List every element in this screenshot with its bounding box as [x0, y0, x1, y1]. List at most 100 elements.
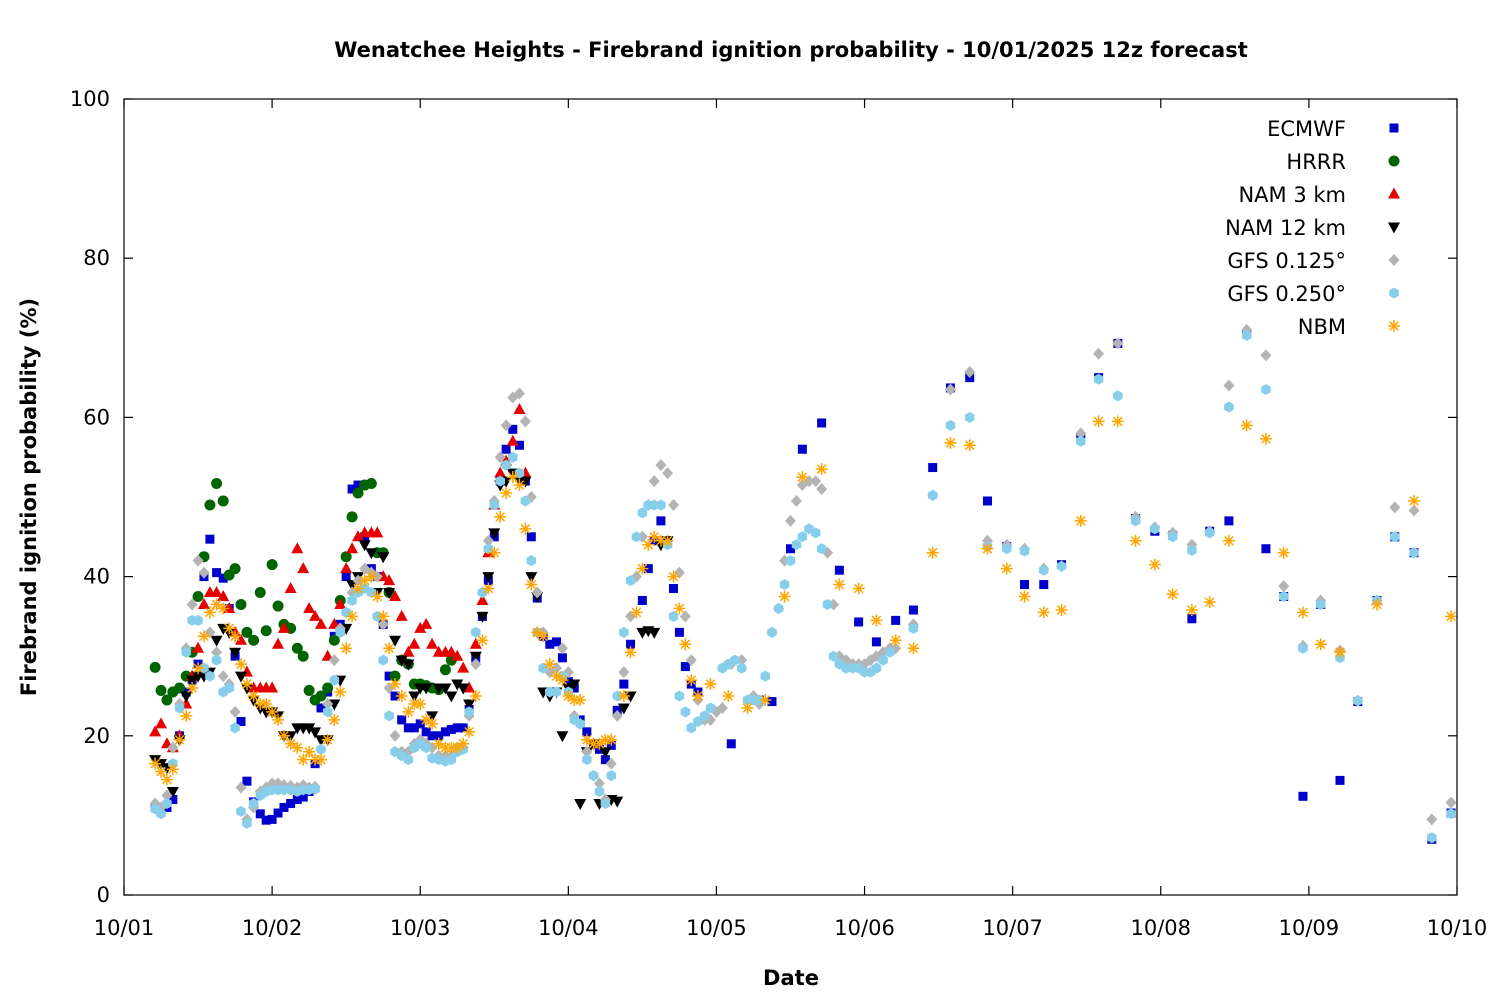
data-point [297, 650, 309, 662]
data-point [691, 690, 704, 702]
data-point [352, 530, 365, 542]
series-nam-3-km [149, 402, 532, 753]
data-point [452, 723, 462, 733]
data-point [575, 718, 585, 730]
data-point [309, 727, 322, 739]
data-point [366, 587, 377, 599]
data-point [543, 658, 556, 671]
data-point [871, 662, 882, 674]
data-point [1446, 808, 1456, 820]
data-point [773, 602, 784, 614]
data-point [427, 731, 437, 741]
data-point [963, 439, 976, 452]
data-point [611, 796, 624, 808]
data-point [525, 578, 538, 591]
data-point [519, 522, 532, 535]
data-point [303, 601, 316, 613]
y-tick-label: 80 [83, 246, 110, 270]
data-point [203, 606, 216, 619]
data-point [582, 754, 592, 766]
data-point [494, 466, 507, 478]
plot-frame [123, 98, 1458, 896]
data-point [229, 630, 242, 643]
data-point [674, 627, 684, 637]
legend-marker [1388, 187, 1400, 199]
data-point [432, 737, 445, 750]
data-point [403, 754, 414, 766]
data-point [810, 475, 822, 488]
data-point [797, 444, 807, 454]
data-point [1020, 580, 1030, 590]
data-point [1185, 604, 1198, 617]
data-point [489, 499, 500, 511]
data-point [605, 733, 618, 746]
data-point [726, 739, 736, 749]
data-point [174, 682, 186, 694]
x-tick-label: 10/02 [242, 916, 303, 940]
data-point [217, 495, 229, 507]
data-point [483, 543, 494, 555]
data-point [358, 574, 371, 587]
data-point [1224, 401, 1234, 413]
data-point [1260, 349, 1272, 362]
data-point [446, 754, 457, 766]
data-point [439, 683, 452, 695]
data-point [699, 710, 710, 722]
data-point [291, 542, 304, 554]
data-point [384, 671, 394, 681]
data-point [500, 419, 512, 432]
data-point [284, 731, 297, 743]
data-point [1130, 515, 1141, 527]
data-point [149, 661, 161, 673]
data-point [329, 674, 340, 686]
data-point [600, 755, 610, 765]
data-point [1241, 329, 1252, 341]
data-point [538, 662, 548, 674]
data-point [1039, 580, 1049, 590]
data-point [451, 679, 464, 691]
data-point [365, 570, 378, 583]
data-point [463, 725, 476, 738]
data-point [211, 654, 222, 666]
data-point [1427, 832, 1437, 844]
data-point [891, 615, 901, 625]
data-point [778, 590, 791, 603]
data-point [667, 498, 679, 511]
data-point [266, 681, 279, 693]
data-point [149, 725, 162, 737]
data-point [1389, 501, 1401, 514]
data-point [358, 540, 371, 552]
data-point [656, 499, 666, 511]
data-point [266, 559, 278, 571]
data-point [556, 674, 569, 687]
data-point [513, 387, 525, 400]
data-point [673, 566, 685, 579]
data-point [1018, 590, 1031, 603]
data-point [1333, 646, 1346, 659]
data-point [982, 496, 992, 506]
data-point [383, 588, 396, 600]
data-point [574, 693, 587, 706]
data-point [186, 598, 198, 611]
data-point [1277, 546, 1290, 559]
data-point [514, 440, 524, 450]
data-point [673, 602, 686, 615]
data-point [389, 670, 401, 682]
data-point [1092, 415, 1105, 428]
data-point [599, 747, 612, 759]
data-point [440, 727, 450, 737]
data-point [303, 723, 316, 735]
data-point [341, 606, 351, 618]
data-point [235, 598, 247, 610]
series-nbm [149, 415, 1458, 786]
data-point [926, 546, 939, 559]
data-point [229, 705, 241, 718]
data-point [501, 459, 511, 471]
data-point [277, 729, 290, 742]
legend-marker [1388, 254, 1400, 266]
chart-title: Wenatchee Heights - Firebrand ignition p… [334, 38, 1248, 62]
data-point [389, 635, 402, 647]
data-point [680, 706, 691, 718]
data-point [662, 467, 674, 480]
